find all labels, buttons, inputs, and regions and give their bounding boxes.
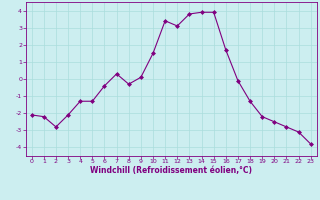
X-axis label: Windchill (Refroidissement éolien,°C): Windchill (Refroidissement éolien,°C) [90, 166, 252, 175]
